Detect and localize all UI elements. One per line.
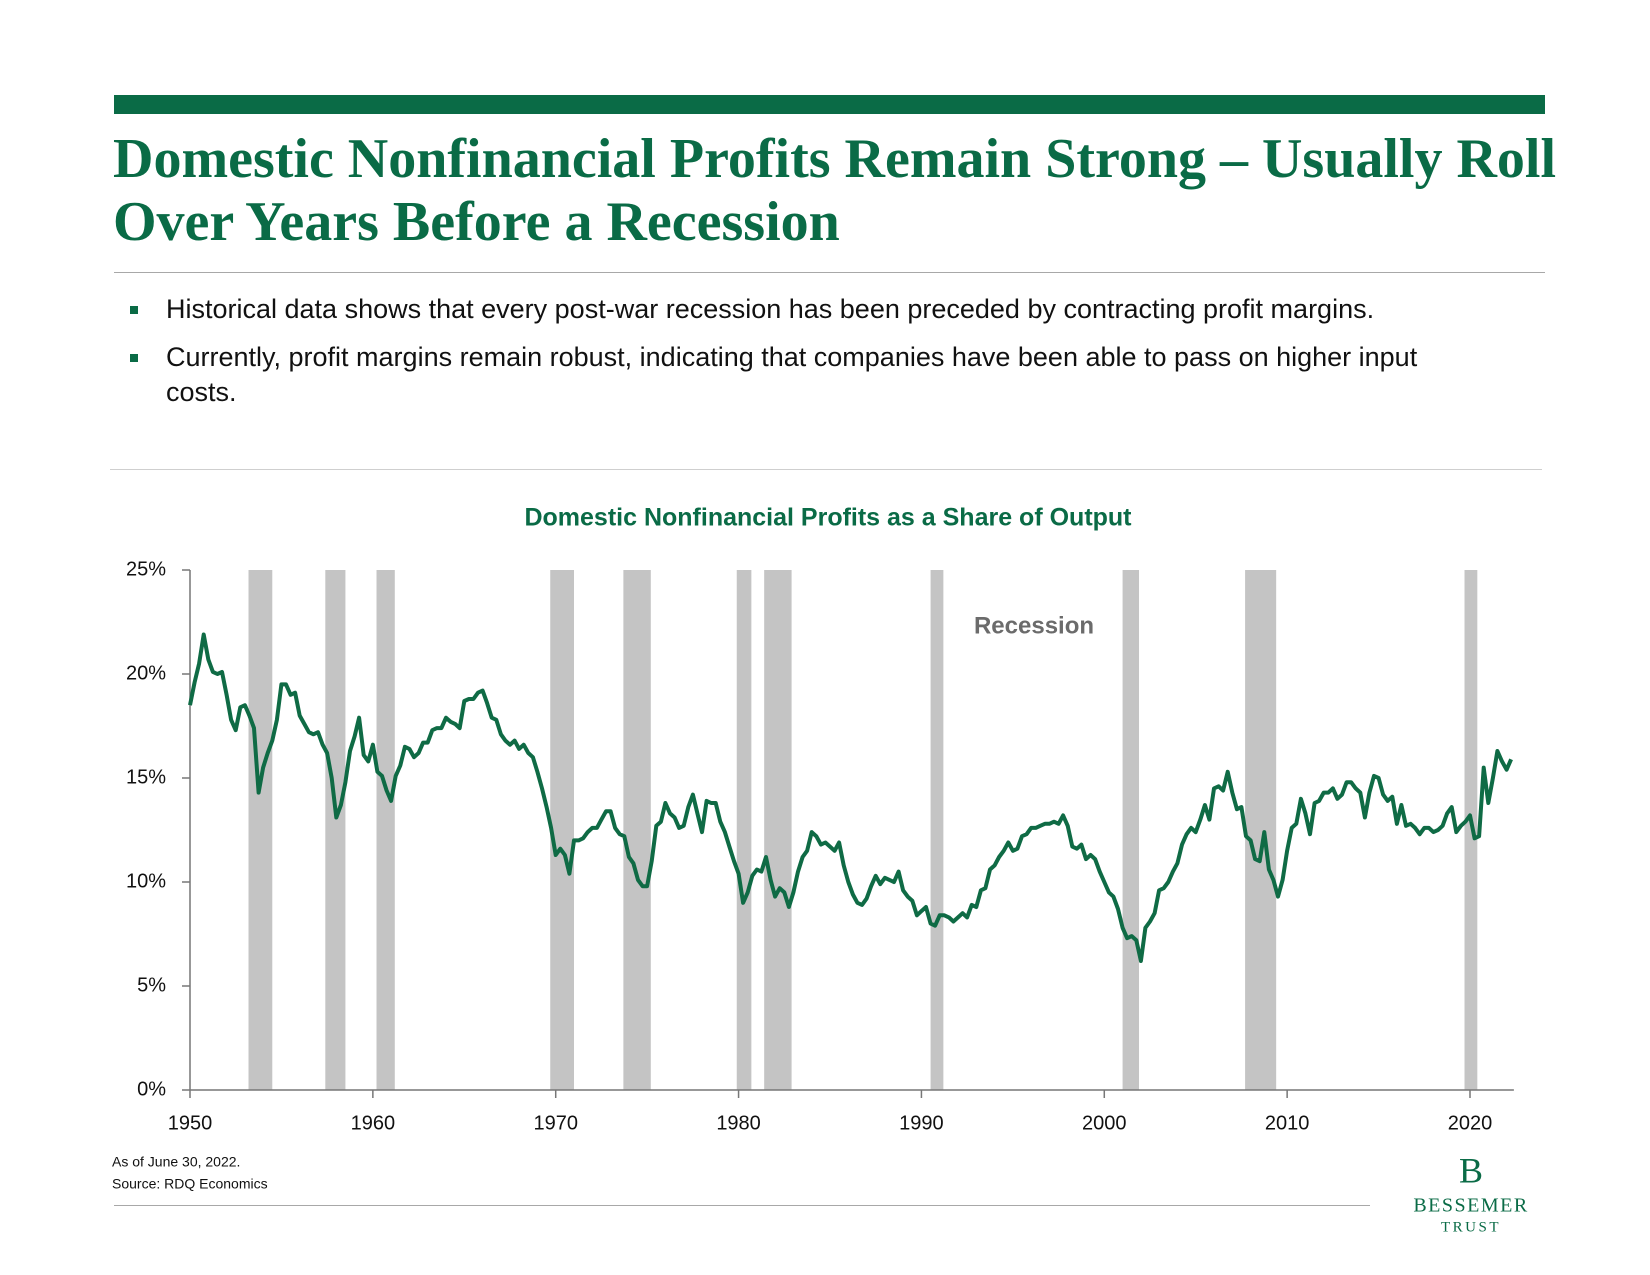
x-tick-label: 1960 — [351, 1112, 396, 1134]
y-tick-label: 20% — [126, 662, 166, 684]
x-tick-label: 1970 — [533, 1112, 578, 1134]
divider — [110, 469, 1542, 470]
recession-band — [736, 570, 752, 1090]
header-bar — [114, 95, 1545, 114]
y-tick-label: 15% — [126, 766, 166, 788]
recession-band — [1122, 570, 1140, 1090]
recession-band — [764, 570, 792, 1090]
recession-band — [623, 570, 651, 1090]
bullet: Historical data shows that every post-wa… — [130, 292, 1470, 327]
recession-band — [1245, 570, 1277, 1090]
recession-band — [930, 570, 944, 1090]
bullet: Currently, profit margins remain robust,… — [130, 340, 1470, 410]
footnote: Source: RDQ Economics — [112, 1176, 268, 1192]
y-tick-label: 5% — [137, 974, 166, 996]
x-tick-label: 2020 — [1448, 1112, 1493, 1134]
line-series — [188, 632, 1513, 963]
y-tick-label: 10% — [126, 870, 166, 892]
x-tick-label: 1980 — [716, 1112, 761, 1134]
slide-title: Domestic Nonfinancial Profits Remain Str… — [113, 128, 1557, 253]
divider — [114, 272, 1545, 273]
x-tick-label: 2000 — [1082, 1112, 1127, 1134]
recession-band — [550, 570, 574, 1090]
bullet-list: Historical data shows that every post-wa… — [130, 292, 1470, 423]
x-tick-label: 1950 — [168, 1112, 213, 1134]
recession-band — [248, 570, 273, 1090]
footnote: As of June 30, 2022. — [112, 1154, 240, 1170]
recession-band — [376, 570, 395, 1090]
divider — [114, 1205, 1370, 1206]
x-tick-label: 2010 — [1265, 1112, 1310, 1134]
chart-title: Domestic Nonfinancial Profits as a Share… — [524, 504, 1132, 532]
recession-band — [325, 570, 346, 1090]
logo-name: BESSEMER — [1413, 1195, 1528, 1217]
annotation: Recession — [974, 612, 1094, 639]
logo-mark: B — [1459, 1150, 1483, 1190]
y-tick-label: 0% — [137, 1078, 166, 1100]
logo-sub: TRUST — [1441, 1219, 1501, 1235]
y-tick-label: 25% — [126, 558, 166, 580]
x-tick-label: 1990 — [899, 1112, 944, 1134]
